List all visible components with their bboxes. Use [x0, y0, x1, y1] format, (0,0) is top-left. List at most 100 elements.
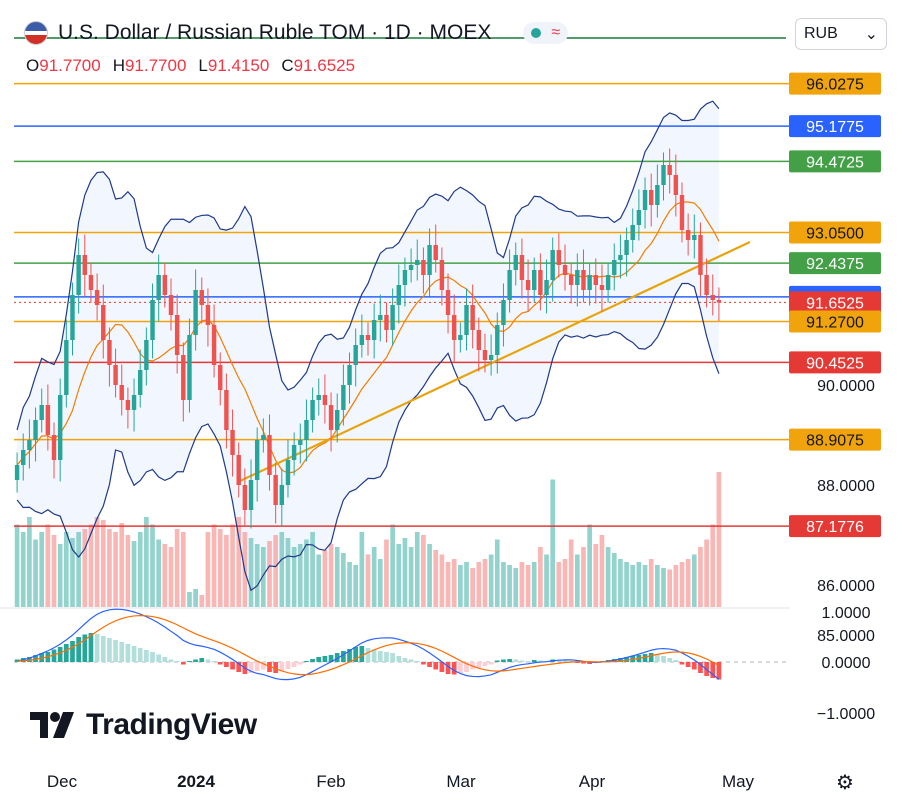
candle-body	[587, 275, 592, 290]
macd-histogram-bar	[685, 662, 691, 667]
macd-histogram-bar	[414, 661, 420, 662]
candle-body	[359, 335, 365, 345]
macd-histogram-bar	[260, 662, 266, 670]
macd-histogram-bar	[254, 662, 260, 671]
close-value: 91.6525	[293, 56, 356, 75]
settings-gear-icon[interactable]: ⚙	[836, 772, 854, 794]
candle-body	[82, 255, 88, 275]
volume-bar	[710, 524, 716, 607]
market-status[interactable]: ≈	[523, 22, 569, 44]
volume-bar	[341, 553, 346, 607]
volume-bar	[611, 553, 617, 607]
open-value: 91.7700	[39, 56, 101, 75]
candle-body	[187, 335, 192, 400]
volume-bar	[322, 550, 328, 607]
candle-body	[396, 285, 401, 305]
trendline	[239, 241, 751, 482]
macd-histogram-bar	[618, 658, 623, 662]
volume-bar	[94, 517, 100, 607]
macd-histogram-bar	[476, 662, 482, 668]
macd-histogram-bar	[507, 659, 512, 662]
macd-histogram-bar	[51, 649, 57, 662]
candle-body	[144, 340, 149, 370]
volume-bar	[70, 538, 75, 607]
symbol-title[interactable]: U.S. Dollar / Russian Ruble TOM · 1D · M…	[58, 21, 492, 44]
volume-bar	[51, 535, 57, 607]
volume-bar	[310, 532, 315, 607]
volume-bar	[556, 562, 562, 607]
macd-histogram-bar	[648, 653, 654, 662]
volume-bar	[648, 559, 654, 607]
candle-body	[525, 280, 531, 290]
candle-body	[624, 240, 629, 255]
macd-signal-line	[17, 614, 720, 676]
macd-histogram-bar	[279, 662, 285, 671]
x-tick-label: 2024	[177, 772, 215, 791]
volume-bar	[260, 547, 266, 607]
candle-body	[433, 245, 438, 260]
macd-histogram-bar	[574, 662, 580, 663]
volume-bar	[679, 562, 685, 607]
candle-body	[341, 385, 346, 410]
volume-bar	[390, 524, 395, 607]
volume-bar	[193, 589, 198, 607]
candle-body	[94, 290, 100, 305]
macd-histogram-bar	[328, 655, 334, 662]
currency-selector[interactable]: RUB ⌄	[795, 18, 887, 50]
volume-bar	[507, 565, 512, 607]
price-label-text: 94.4725	[806, 154, 864, 171]
volume-bar	[279, 532, 285, 607]
volume-bar	[365, 554, 371, 607]
candle-body	[353, 345, 358, 365]
candle-body	[101, 305, 106, 340]
price-label-box	[789, 252, 881, 275]
candle-body	[230, 430, 235, 455]
macd-histogram-bar	[661, 656, 666, 662]
volume-bar	[187, 592, 192, 607]
volume-bar	[531, 562, 537, 607]
candle-body	[156, 275, 161, 300]
candle-body	[236, 455, 241, 485]
macd-histogram-bar	[587, 662, 592, 664]
volume-bar	[636, 562, 642, 607]
volume-bar	[384, 539, 389, 607]
x-tick-label: Mar	[446, 772, 476, 791]
candle-body	[698, 235, 703, 275]
tradingview-logo[interactable]: TradingView	[30, 708, 257, 742]
volume-bar	[562, 559, 568, 607]
volume-bar	[248, 538, 254, 607]
candle-body	[211, 325, 217, 365]
candle-body	[661, 165, 666, 185]
volume-bar	[137, 532, 143, 607]
volume-bar	[113, 532, 118, 607]
candle-body	[248, 480, 254, 510]
macd-histogram-bar	[716, 662, 722, 680]
volume-bar	[291, 547, 297, 607]
volume-bar	[488, 554, 494, 607]
currency-label: RUB	[804, 25, 838, 42]
candle-body	[33, 420, 38, 440]
price-label-text: 92.4375	[806, 256, 864, 273]
volume-bar	[630, 565, 636, 607]
candle-body	[599, 285, 605, 290]
candle-body	[322, 395, 328, 405]
candle-body	[21, 450, 26, 465]
price-label-text: 93.0500	[806, 226, 864, 243]
candle-body	[273, 475, 278, 505]
candle-body	[593, 275, 599, 285]
macd-histogram-bar	[371, 649, 377, 662]
x-tick-label: Apr	[579, 772, 606, 791]
candle-body	[679, 195, 685, 230]
macd-histogram-bar	[556, 660, 562, 662]
macd-histogram-bar	[322, 656, 328, 662]
macd-histogram-bar	[94, 634, 100, 662]
volume-bar	[119, 523, 125, 607]
candle-body	[131, 395, 137, 410]
candle-body	[70, 295, 75, 340]
price-label: 94.4725	[789, 150, 881, 173]
volume-bar	[33, 539, 38, 607]
macd-histogram-bar	[285, 662, 291, 669]
price-label: 88.9075	[789, 428, 881, 451]
volume-bar	[599, 535, 605, 607]
